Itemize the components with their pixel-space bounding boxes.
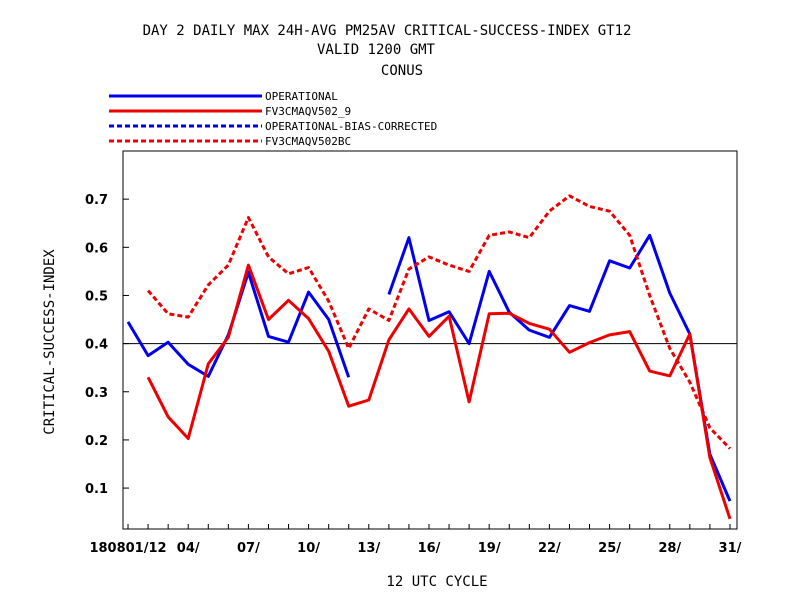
x-tick-label: 04/ — [177, 541, 200, 556]
x-tick-label: 13/ — [357, 541, 380, 556]
y-tick-label: 0.4 — [85, 338, 108, 353]
y-axis: 0.1 0.2 0.3 0.4 0.5 0.6 0.7 — [85, 193, 129, 497]
y-tick-label: 0.5 — [85, 289, 108, 304]
x-tick-label: 180801/12 — [89, 541, 166, 556]
x-axis: 180801/12 04/07/10/13/16/19/22/25/28/31/ — [89, 524, 742, 556]
legend-label-1: FV3CMAQV502_9 — [265, 105, 351, 118]
x-tick-label: 25/ — [598, 541, 621, 556]
y-tick-label: 0.7 — [85, 193, 108, 208]
legend-label-0: OPERATIONAL — [265, 90, 338, 103]
series-line-3 — [146, 194, 732, 450]
x-tick-label: 10/ — [297, 541, 320, 556]
chart-title-line-2: VALID 1200 GMT — [317, 42, 436, 58]
series-line-1 — [146, 263, 732, 520]
series-line-0 — [387, 233, 732, 502]
y-tick-label: 0.2 — [85, 434, 108, 449]
x-tick-label: 19/ — [478, 541, 501, 556]
x-tick-label: 31/ — [719, 541, 742, 556]
plot-area-frame — [122, 150, 738, 530]
x-tick-label: 28/ — [658, 541, 681, 556]
legend-label-3: FV3CMAQV502BC — [265, 135, 351, 148]
legend-label-2: OPERATIONAL-BIAS-CORRECTED — [265, 120, 437, 133]
y-tick-label: 0.1 — [85, 482, 108, 497]
chart-title-line-1: DAY 2 DAILY MAX 24H-AVG PM25AV CRITICAL-… — [143, 23, 632, 39]
y-tick-label: 0.6 — [85, 241, 108, 256]
y-axis-title: CRITICAL-SUCCESS-INDEX — [42, 249, 58, 435]
x-tick-label: 07/ — [237, 541, 260, 556]
legend: OPERATIONAL FV3CMAQV502_9 OPERATIONAL-BIAS… — [109, 90, 437, 148]
x-axis-title: 12 UTC CYCLE — [386, 574, 487, 590]
series-line-0 — [126, 270, 351, 378]
series-layer — [126, 194, 732, 520]
x-tick-label: 22/ — [538, 541, 561, 556]
chart-title-line-3: CONUS — [381, 63, 423, 79]
x-tick-label: 16/ — [418, 541, 441, 556]
y-tick-label: 0.3 — [85, 386, 108, 401]
